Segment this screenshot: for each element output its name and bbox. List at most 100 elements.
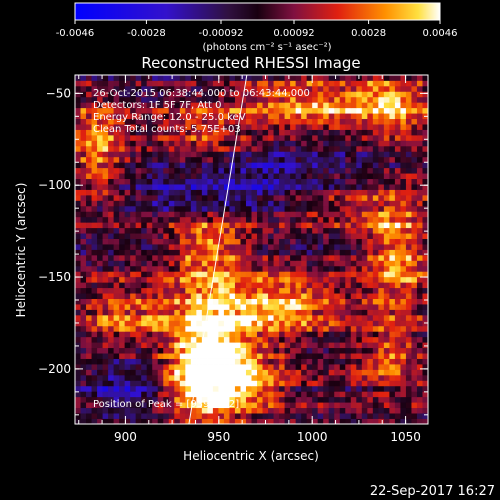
heatmap-cell xyxy=(323,369,330,376)
heatmap-cell xyxy=(372,156,379,163)
heatmap-cell xyxy=(323,173,330,180)
heatmap-cell xyxy=(75,80,81,87)
heatmap-cell xyxy=(312,173,319,180)
heatmap-cell xyxy=(422,211,428,218)
heatmap-cell xyxy=(257,369,263,376)
heatmap-cell xyxy=(378,151,385,158)
heatmap-cell xyxy=(268,129,274,136)
heatmap-cell xyxy=(152,369,159,376)
heatmap-cell xyxy=(113,102,120,109)
heatmap-cell xyxy=(361,216,368,223)
heatmap-cell xyxy=(179,233,186,239)
heatmap-cell xyxy=(185,113,192,120)
heatmap-cell xyxy=(80,309,87,316)
heatmap-cell xyxy=(416,364,423,370)
heatmap-cell xyxy=(223,118,230,125)
heatmap-cell xyxy=(185,385,192,392)
heatmap-cell xyxy=(411,118,418,125)
heatmap-cell xyxy=(301,205,308,212)
heatmap-cell xyxy=(257,80,263,87)
heatmap-cell xyxy=(75,178,81,185)
heatmap-cell xyxy=(268,293,274,299)
heatmap-cell xyxy=(80,227,87,234)
heatmap-cell xyxy=(339,184,346,190)
heatmap-cell xyxy=(372,347,379,354)
heatmap-cell xyxy=(141,216,148,223)
heatmap-cell xyxy=(273,265,280,272)
heatmap-cell xyxy=(367,391,374,398)
heatmap-cell xyxy=(334,249,341,256)
heatmap-cell xyxy=(185,205,192,212)
heatmap-cell xyxy=(400,189,407,196)
heatmap-cell xyxy=(113,325,120,332)
heatmap-cell xyxy=(350,222,357,229)
heatmap-cell xyxy=(389,391,396,398)
heatmap-cell xyxy=(168,189,175,196)
heatmap-cell xyxy=(201,102,208,109)
heatmap-cell xyxy=(218,304,225,310)
heatmap-cell xyxy=(257,156,263,163)
heatmap-cell xyxy=(240,85,247,92)
heatmap-cell xyxy=(394,380,401,387)
heatmap-cell xyxy=(334,178,341,185)
heatmap-cell xyxy=(207,336,214,343)
heatmap-cell xyxy=(124,249,131,256)
heatmap-cell xyxy=(422,145,428,152)
heatmap-cell xyxy=(86,184,92,190)
heatmap-cell xyxy=(411,298,418,305)
heatmap-cell xyxy=(80,293,87,299)
heatmap-cell xyxy=(130,124,137,130)
heatmap-cell xyxy=(196,254,203,261)
heatmap-cell xyxy=(400,320,407,327)
heatmap-cell xyxy=(163,80,170,87)
heatmap-cell xyxy=(179,189,186,196)
heatmap-cell xyxy=(97,162,103,169)
heatmap-cell xyxy=(240,396,247,403)
heatmap-cell xyxy=(389,162,396,169)
heatmap-cell xyxy=(119,162,126,169)
heatmap-cell xyxy=(234,331,241,338)
heatmap-cell xyxy=(372,353,379,359)
heatmap-cell xyxy=(152,134,159,141)
heatmap-cell xyxy=(240,162,247,169)
heatmap-cell xyxy=(234,407,241,414)
heatmap-cell xyxy=(229,107,236,114)
heatmap-cell xyxy=(405,200,412,207)
heatmap-cell xyxy=(251,184,258,190)
heatmap-cell xyxy=(91,173,98,180)
heatmap-cell xyxy=(168,151,175,158)
heatmap-cell xyxy=(279,167,285,174)
heatmap-cell xyxy=(163,216,170,223)
heatmap-cell xyxy=(257,331,263,338)
heatmap-cell xyxy=(86,249,92,256)
heatmap-cell xyxy=(356,320,363,327)
heatmap-cell xyxy=(350,325,357,332)
heatmap-cell xyxy=(102,342,109,349)
heatmap-cell xyxy=(262,336,269,343)
heatmap-cell xyxy=(229,222,236,229)
heatmap-cell xyxy=(80,374,87,381)
heatmap-cell xyxy=(268,102,274,109)
heatmap-cell xyxy=(113,80,120,87)
heatmap-cell xyxy=(130,254,137,261)
heatmap-cell xyxy=(108,331,115,338)
heatmap-cell xyxy=(75,309,81,316)
heatmap-cell xyxy=(334,118,341,125)
heatmap-cell xyxy=(130,189,137,196)
heatmap-cell xyxy=(212,293,219,299)
heatmap-cell xyxy=(163,374,170,381)
heatmap-cell xyxy=(124,151,131,158)
heatmap-cell xyxy=(130,380,137,387)
heatmap-cell xyxy=(262,244,269,250)
heatmap-cell xyxy=(328,331,335,338)
heatmap-cell xyxy=(240,358,247,365)
heatmap-cell xyxy=(345,314,352,321)
heatmap-cell xyxy=(80,418,87,424)
heatmap-cell xyxy=(146,167,153,174)
heatmap-cell xyxy=(273,200,280,207)
heatmap-cell xyxy=(416,325,423,332)
heatmap-cell xyxy=(163,140,170,147)
heatmap-cell xyxy=(223,222,230,229)
heatmap-cell xyxy=(334,325,341,332)
heatmap-cell xyxy=(97,118,103,125)
